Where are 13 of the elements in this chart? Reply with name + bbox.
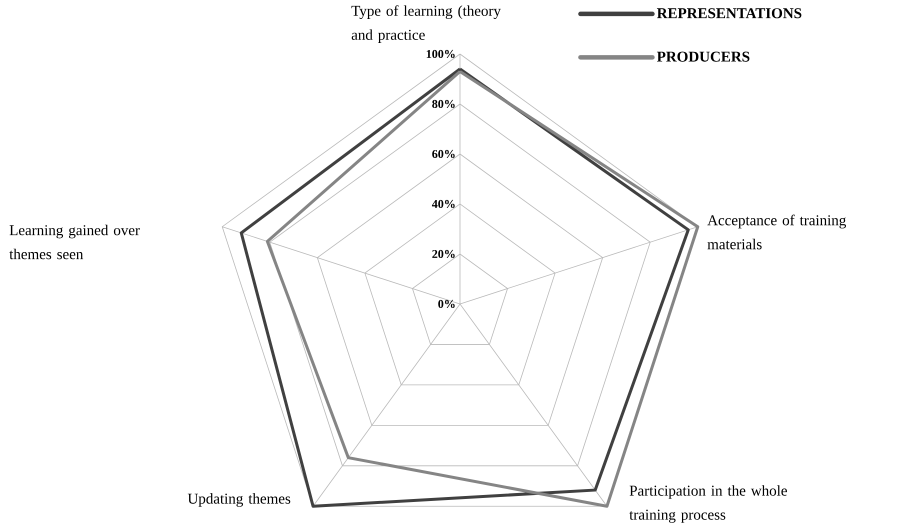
spoke-label: Updating themes	[188, 493, 290, 507]
y-tick-label: 40%	[432, 200, 455, 208]
y-tick-label: 20%	[432, 250, 455, 258]
spoke-label: Acceptance of training materials	[707, 214, 846, 250]
y-tick-label: 80%	[432, 100, 455, 108]
spoke-label: Participation in the whole training process	[629, 485, 787, 523]
spoke-label: Learning gained over themes seen	[9, 224, 140, 260]
legend-label: PRODUCERS	[656, 52, 750, 62]
spoke-label: Type of learning (theory and practice	[351, 5, 501, 43]
y-tick-label: 60%	[432, 150, 455, 158]
y-tick-label: 100%	[426, 50, 455, 58]
legend-label: REPRESENTATIONS	[656, 8, 802, 18]
y-tick-label: 0%	[438, 300, 455, 308]
